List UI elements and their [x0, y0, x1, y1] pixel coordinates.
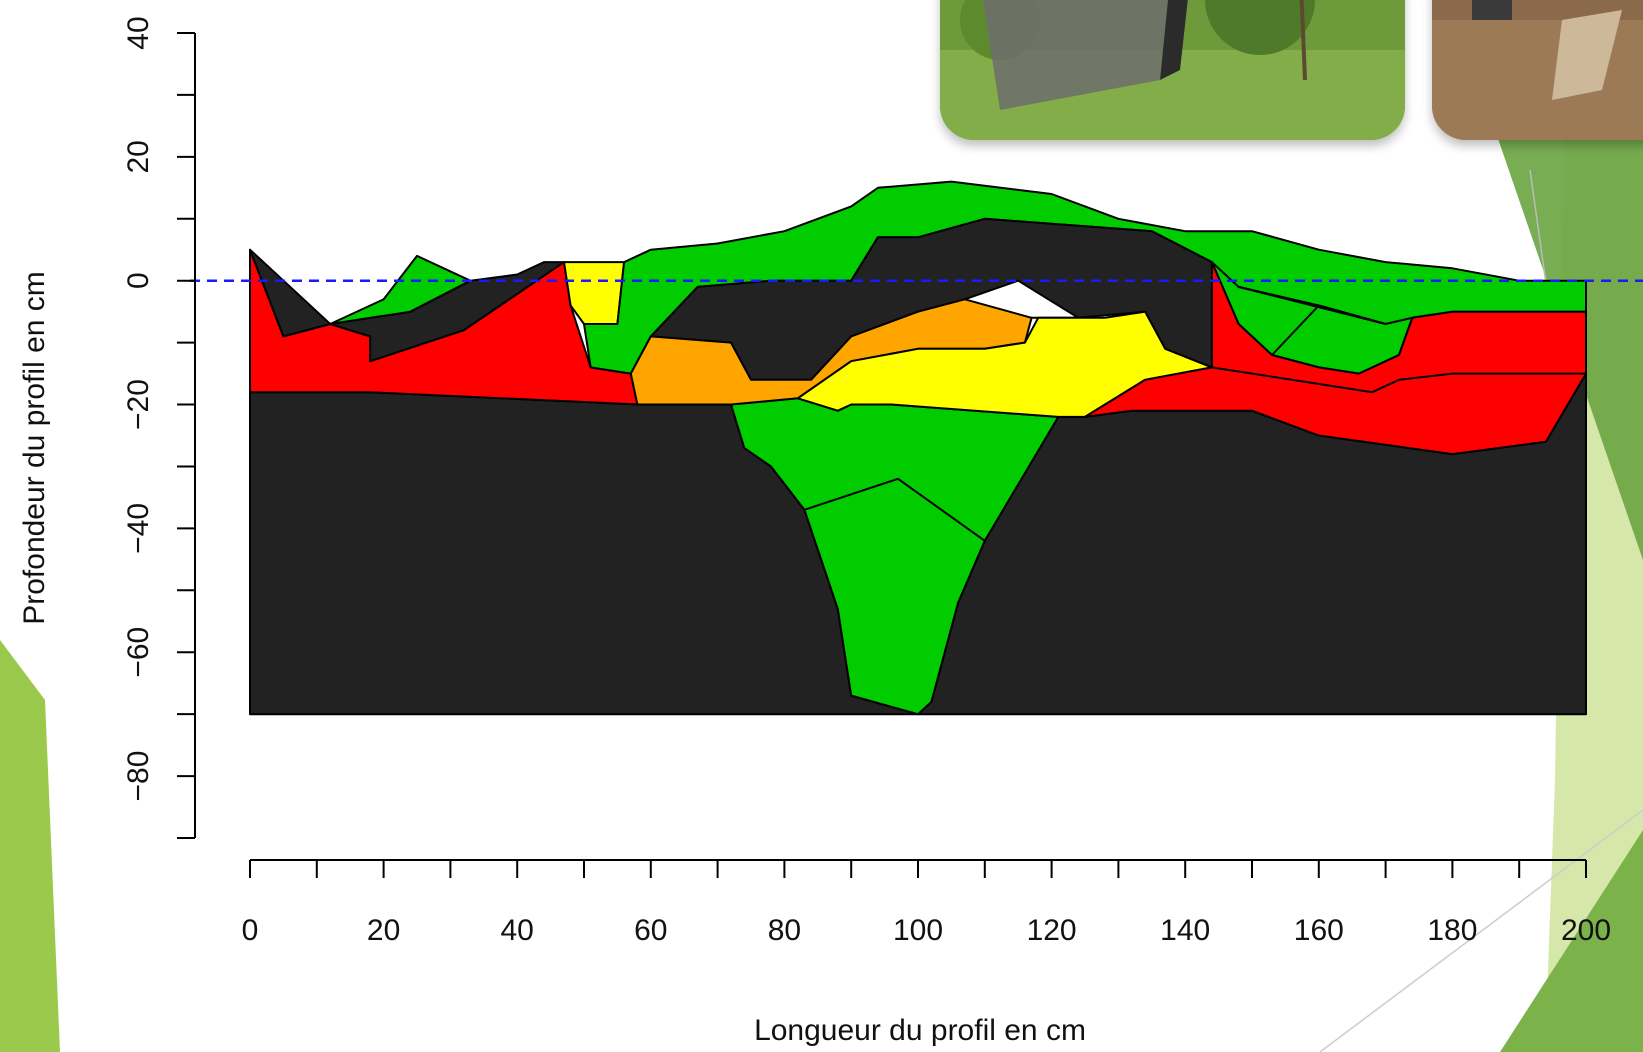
layer-polygon-green-5 [329, 254, 472, 325]
x-tick-label: 180 [1427, 914, 1477, 947]
x-tick-label: 20 [367, 914, 400, 947]
y-tick-label: −80 [122, 751, 155, 802]
x-tick-label: 40 [501, 914, 534, 947]
x-axis: 0 20 40 60 80 100 120 140 160 180 200 [242, 859, 1611, 947]
y-axis: 40 20 0 −20 −40 −60 −80 [122, 16, 196, 839]
y-tick-label: −40 [122, 503, 155, 554]
x-tick-label: 160 [1294, 914, 1344, 947]
field-photo-soil [1432, 0, 1643, 140]
layer-boundary-line-3 [1238, 285, 1386, 325]
layer-boundary-line-0 [804, 477, 986, 542]
x-tick-label: 120 [1027, 914, 1077, 947]
layer-boundary-line-2 [1271, 304, 1320, 356]
y-tick-label: 20 [122, 140, 155, 173]
y-tick-label: 40 [122, 16, 155, 49]
y-tick-label: −60 [122, 627, 155, 678]
x-tick-label: 80 [768, 914, 801, 947]
x-tick-label: 60 [634, 914, 667, 947]
x-tick-label: 0 [242, 914, 259, 947]
layer-polygon-yellow-11 [796, 310, 1213, 418]
y-axis-title: Profondeur du profil en cm [18, 271, 51, 625]
layer-boundary-line-1 [1211, 366, 1586, 394]
field-photo-grass [940, 0, 1405, 140]
y-tick-label: 0 [122, 272, 155, 289]
x-tick-label: 100 [893, 914, 943, 947]
x-axis-title: Longueur du profil en cm [754, 1014, 1086, 1047]
y-tick-label: −20 [122, 379, 155, 430]
x-tick-label: 140 [1160, 914, 1210, 947]
x-tick-label: 200 [1561, 914, 1611, 947]
layer-polygon-black-3 [249, 248, 332, 338]
